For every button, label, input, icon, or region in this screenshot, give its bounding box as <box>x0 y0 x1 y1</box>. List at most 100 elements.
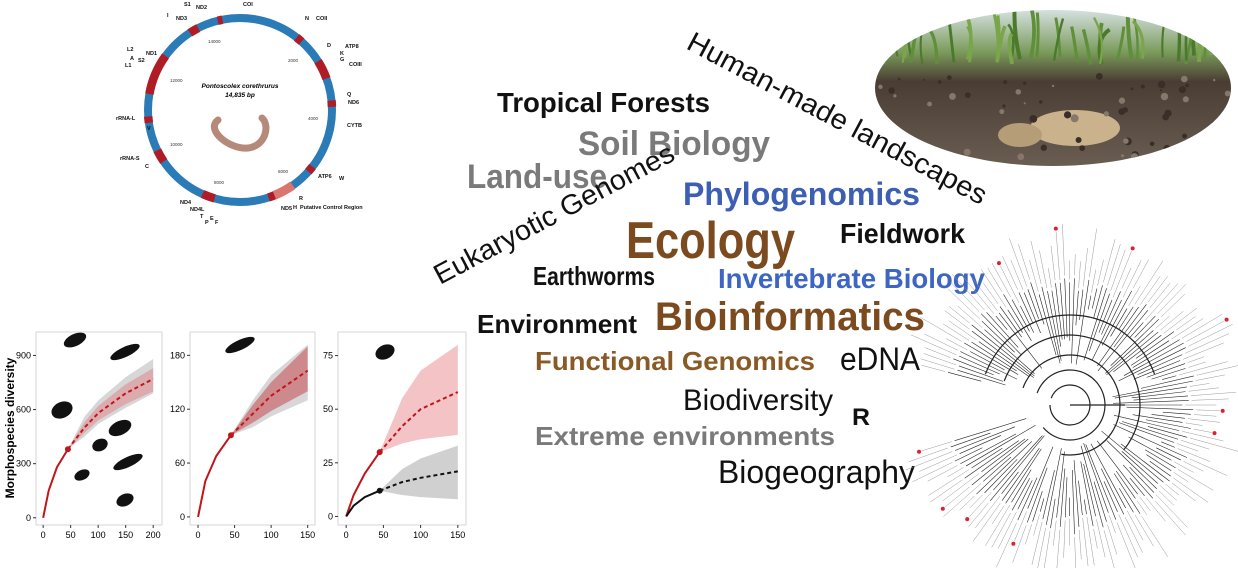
soil-clod <box>1159 89 1163 92</box>
branch <box>1101 468 1125 515</box>
tip-label <box>1189 458 1227 476</box>
branch <box>1093 481 1107 522</box>
branch <box>971 448 1003 469</box>
soil-clod <box>1051 84 1055 88</box>
observed-curve <box>42 448 69 518</box>
x-tick-label: 0 <box>196 530 201 540</box>
soil-clod <box>888 87 895 94</box>
tip-label <box>923 353 957 366</box>
tip-label <box>1148 276 1168 303</box>
tip-label <box>1055 231 1061 280</box>
tip-label <box>1193 414 1217 417</box>
soil-clod <box>897 77 901 81</box>
branch <box>1128 436 1172 461</box>
plant <box>888 23 899 57</box>
branch <box>978 341 1030 378</box>
gene-label: F <box>215 220 219 226</box>
branch <box>1135 331 1175 359</box>
silhouette <box>375 344 395 360</box>
soil-clod <box>1181 75 1188 83</box>
branch <box>1121 451 1158 484</box>
x-tick-label: 50 <box>66 530 76 540</box>
y-tick-label: 75 <box>323 351 333 361</box>
soil-clod <box>1123 138 1129 144</box>
branch <box>1051 290 1062 347</box>
branch <box>1120 443 1170 482</box>
observed-curve <box>345 451 381 517</box>
soil-clod <box>1182 133 1188 139</box>
gene-label: R <box>299 196 303 202</box>
tip-marker <box>1130 246 1135 251</box>
branch <box>1093 285 1103 319</box>
plant <box>995 25 1007 60</box>
genome-segment <box>294 34 305 45</box>
tip-label <box>952 274 985 311</box>
branch <box>1039 498 1045 512</box>
tip-label <box>1132 259 1149 289</box>
confidence-band <box>379 445 458 500</box>
soil-clod <box>1197 144 1204 150</box>
soil-clod <box>1212 78 1216 82</box>
tip-label <box>1063 520 1066 558</box>
tip-label <box>1163 307 1198 334</box>
scale-label: 4000 <box>308 116 319 121</box>
gene-label: ND4 <box>180 200 192 206</box>
tip-label <box>1140 275 1161 305</box>
genome-segment <box>272 181 296 200</box>
plant <box>1028 10 1036 59</box>
branch <box>953 358 994 376</box>
x-tick-label: 100 <box>413 530 428 540</box>
clade-arc <box>1049 384 1091 426</box>
tip-label <box>1155 494 1188 528</box>
silhouette <box>225 336 255 354</box>
soil-clod <box>964 92 971 98</box>
tip-label <box>991 505 1005 525</box>
tip-label <box>1141 516 1168 557</box>
branch <box>1080 461 1094 527</box>
tip-label <box>1160 311 1184 331</box>
tip-label <box>1134 514 1154 547</box>
silhouette <box>108 419 132 437</box>
soil-clod <box>1162 113 1169 121</box>
tip-marker <box>1011 541 1016 546</box>
branch <box>1118 422 1175 443</box>
tip-label <box>1097 259 1104 286</box>
tip-label <box>1082 517 1089 567</box>
gene-label: rRNA-S <box>120 156 140 162</box>
soil-clod <box>1023 102 1026 105</box>
genome-segment <box>153 148 168 164</box>
branch <box>1097 309 1149 372</box>
tip-label <box>1182 431 1224 442</box>
plant <box>1131 20 1145 59</box>
tip-label <box>968 502 989 528</box>
gene-label: A <box>130 56 134 62</box>
branch <box>1162 411 1191 415</box>
branch <box>1055 283 1063 340</box>
branch <box>960 433 1017 465</box>
y-axis-title: Morphospecies diversity <box>3 357 17 498</box>
tip-label <box>1043 531 1051 568</box>
branch <box>1030 282 1045 325</box>
tip-label <box>1030 240 1042 285</box>
x-tick-label: 100 <box>91 530 106 540</box>
branch <box>1027 289 1039 319</box>
branch <box>1091 299 1122 361</box>
branch <box>1105 330 1154 374</box>
tip-label <box>1188 387 1219 392</box>
branch <box>1146 454 1172 472</box>
observed-curve <box>197 434 232 518</box>
tip-label <box>1183 461 1204 472</box>
silhouette <box>51 401 73 419</box>
clade-arc <box>1036 369 1106 441</box>
branch <box>959 355 1000 375</box>
soil-clod <box>1029 114 1038 123</box>
x-tick-label: 200 <box>146 530 161 540</box>
plant <box>1196 10 1203 63</box>
tip-label <box>997 511 1017 549</box>
branch <box>1126 406 1194 411</box>
branch <box>1042 470 1055 520</box>
confidence-band <box>379 344 458 453</box>
x-tick-label: 0 <box>41 530 46 540</box>
tip-marker <box>996 261 1001 266</box>
tip-label <box>981 269 1007 308</box>
